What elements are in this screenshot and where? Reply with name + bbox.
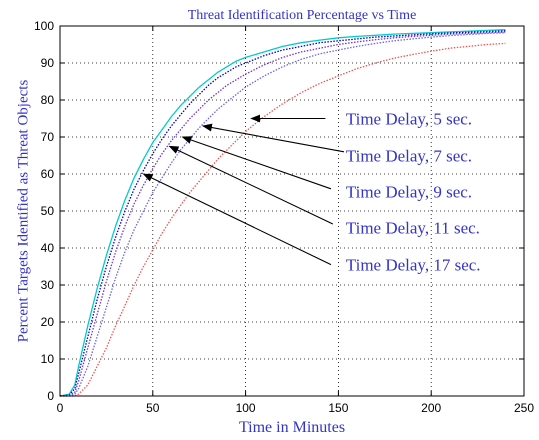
y-tick-label: 30 xyxy=(41,278,55,292)
annotation-label-2: Time Delay, 7 sec. xyxy=(346,147,472,166)
x-axis-label: Time in Minutes xyxy=(239,419,345,436)
y-tick-label: 50 xyxy=(41,204,55,218)
annotation-arrow-4 xyxy=(168,145,334,225)
y-tick-label: 40 xyxy=(41,241,55,255)
series-group xyxy=(59,29,506,397)
y-tick-label: 80 xyxy=(41,93,55,107)
chart-title: Threat Identification Percentage vs Time xyxy=(188,8,417,23)
annotation-label-4: Time Delay, 11 sec. xyxy=(346,219,480,238)
ticks: 0 50 100 150 200 250 0 10 20 30 40 50 60 70 80 90 100 xyxy=(34,19,534,415)
x-tick-label: 150 xyxy=(328,401,348,415)
annotation-label-1: Time Delay, 5 sec. xyxy=(346,110,472,129)
y-tick-label: 90 xyxy=(41,56,55,70)
annotation-arrow-3 xyxy=(181,136,332,190)
y-tick-label: 0 xyxy=(47,389,54,403)
y-tick-label: 70 xyxy=(41,130,55,144)
x-tick-label: 200 xyxy=(421,401,441,415)
y-tick-label: 100 xyxy=(34,19,54,33)
y-tick-label: 10 xyxy=(41,352,55,366)
series-line-4 xyxy=(60,32,506,397)
annotation-arrow-2 xyxy=(201,123,345,153)
y-axis-label: Percent Targets Identified as Threat Obj… xyxy=(15,80,31,343)
x-tick-label: 0 xyxy=(57,401,64,415)
annotations: Time Delay, 5 sec. Time Delay, 7 sec. Time… xyxy=(142,110,481,275)
y-tick-label: 60 xyxy=(41,167,55,181)
series-line-2 xyxy=(59,30,506,397)
series-line-1 xyxy=(59,29,506,397)
annotation-label-5: Time Delay, 17 sec. xyxy=(346,256,481,275)
series-line-5 xyxy=(60,42,506,397)
x-tick-label: 50 xyxy=(146,401,160,415)
y-tick-label: 20 xyxy=(41,315,55,329)
x-tick-label: 100 xyxy=(236,401,256,415)
series-line-3 xyxy=(59,31,506,397)
annotation-arrow-5 xyxy=(142,173,332,266)
x-tick-label: 250 xyxy=(514,401,534,415)
annotation-label-3: Time Delay, 9 sec. xyxy=(346,182,472,201)
grid xyxy=(60,26,524,396)
